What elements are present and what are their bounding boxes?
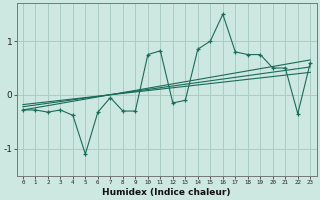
X-axis label: Humidex (Indice chaleur): Humidex (Indice chaleur) — [102, 188, 231, 197]
